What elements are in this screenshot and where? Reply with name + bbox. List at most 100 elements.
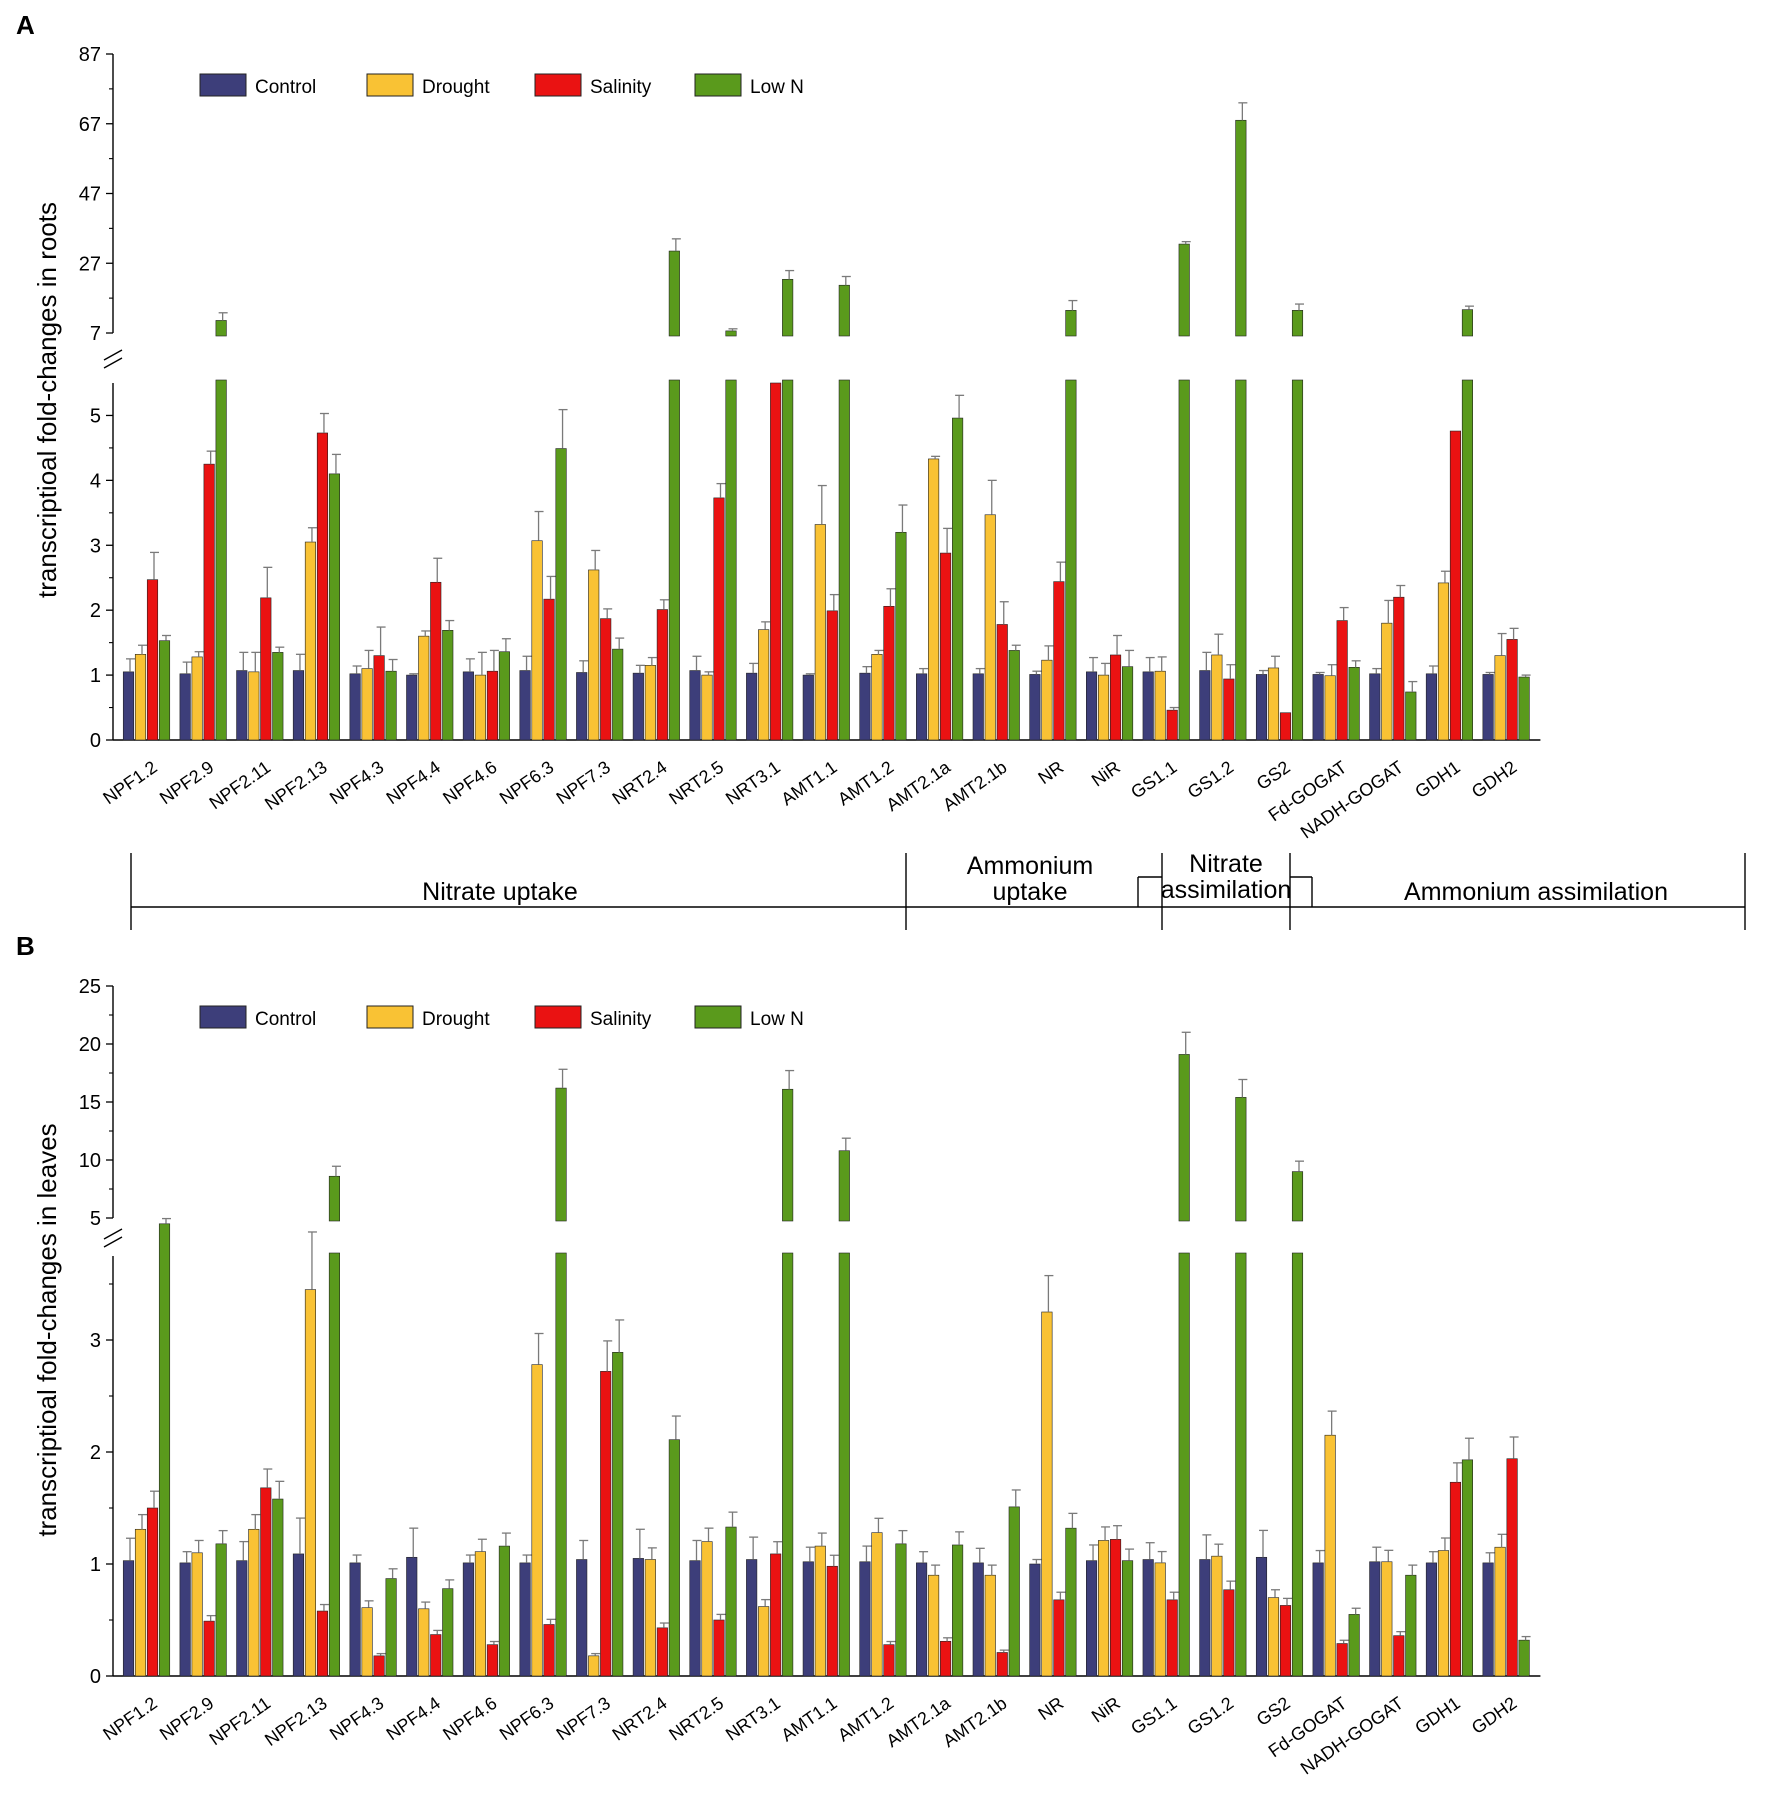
x-tick-label: NPF2.13 <box>261 1693 331 1750</box>
x-tick-label: NPF6.3 <box>496 757 557 808</box>
bar <box>1065 379 1077 741</box>
bar <box>984 1574 996 1677</box>
legend-swatch <box>366 73 414 97</box>
bar <box>1506 639 1518 741</box>
bar <box>316 432 329 741</box>
x-tick-label: GDH1 <box>1411 1693 1463 1738</box>
bar <box>1154 1562 1166 1677</box>
bar <box>462 1562 474 1677</box>
bar <box>782 1088 794 1222</box>
bar <box>838 284 850 337</box>
y-tick-label: 27 <box>79 253 101 275</box>
axis-break-mark <box>103 1228 123 1248</box>
bar <box>859 1561 871 1677</box>
bar <box>134 654 147 741</box>
bar <box>689 1560 701 1677</box>
x-tick-label: NiR <box>1088 757 1124 791</box>
x-tick-label: NPF7.3 <box>553 1693 614 1744</box>
bar <box>1279 1605 1292 1677</box>
bar <box>134 1528 147 1677</box>
bar <box>1449 430 1461 741</box>
bar <box>1086 671 1098 741</box>
legend-label: Low N <box>750 1009 804 1030</box>
bar <box>1336 1643 1348 1677</box>
group-label: Nitrate <box>1189 850 1263 878</box>
bar <box>316 1610 329 1677</box>
bar <box>1166 709 1178 741</box>
bar <box>972 1562 984 1677</box>
y-tick-label: 2 <box>90 600 101 622</box>
x-tick-label: GS1.2 <box>1184 1693 1237 1739</box>
bar <box>1255 1556 1268 1677</box>
bar <box>385 1578 397 1677</box>
bar <box>1110 654 1122 741</box>
bar <box>442 1588 454 1677</box>
bar <box>203 463 215 741</box>
bar <box>1041 659 1053 741</box>
legend-label: Drought <box>422 1009 490 1030</box>
bar <box>802 674 814 741</box>
bar <box>1506 1458 1518 1677</box>
group-label: assimilation <box>1161 876 1292 904</box>
bar <box>770 382 782 741</box>
bar <box>916 1562 928 1677</box>
bar <box>328 1252 341 1677</box>
bar <box>895 1543 907 1677</box>
bar <box>883 605 895 741</box>
bar <box>328 1175 341 1222</box>
x-tick-label: NPF7.3 <box>553 757 614 808</box>
x-tick-label: NPF4.3 <box>326 1693 387 1744</box>
y-tick-label: 7 <box>90 323 101 345</box>
legend-swatch <box>199 73 247 97</box>
bar <box>1324 675 1336 741</box>
bar <box>668 1439 680 1677</box>
bar <box>292 670 305 741</box>
bar <box>1369 673 1381 741</box>
bar <box>1008 650 1020 741</box>
bar <box>826 1565 838 1677</box>
x-tick-label: NADH-GOGAT <box>1297 757 1407 843</box>
bar <box>1166 1599 1178 1677</box>
legend-label: Control <box>255 77 316 98</box>
x-tick-label: AMT2.1b <box>939 757 1010 815</box>
y-tick-label: 1 <box>90 665 101 687</box>
bar <box>1279 712 1292 741</box>
x-tick-label: GS1.1 <box>1127 1693 1180 1739</box>
legend-swatch <box>534 73 582 97</box>
bar <box>1235 379 1247 741</box>
y-tick-label: 15 <box>79 1092 101 1114</box>
bar <box>725 330 737 337</box>
bar <box>1405 1574 1417 1677</box>
bar <box>668 379 680 741</box>
bar <box>782 379 794 741</box>
bar <box>1312 674 1324 741</box>
x-tick-label: NRT2.4 <box>609 1693 671 1745</box>
bar <box>1223 1589 1235 1677</box>
x-tick-label: GS2 <box>1253 1693 1294 1730</box>
bar <box>1255 674 1268 741</box>
x-tick-label: NPF1.2 <box>99 1693 160 1744</box>
panel-label: B <box>16 931 35 961</box>
bar <box>1461 379 1473 741</box>
bar <box>1482 674 1494 741</box>
group-label: uptake <box>992 878 1067 906</box>
bar <box>1008 1506 1020 1677</box>
x-tick-label: NPF4.3 <box>326 757 387 808</box>
x-tick-label: NPF4.6 <box>439 757 500 808</box>
bar <box>940 1640 952 1677</box>
bar <box>689 670 701 741</box>
bar <box>349 673 361 741</box>
bar <box>1437 582 1449 741</box>
x-tick-label: GDH2 <box>1468 1693 1520 1738</box>
bar <box>1425 1562 1437 1677</box>
group-label: Nitrate uptake <box>422 878 578 906</box>
bar <box>1029 674 1041 741</box>
y-tick-label: 47 <box>79 184 101 206</box>
bar <box>122 671 135 741</box>
bar <box>1110 1539 1122 1677</box>
bar <box>236 670 248 741</box>
